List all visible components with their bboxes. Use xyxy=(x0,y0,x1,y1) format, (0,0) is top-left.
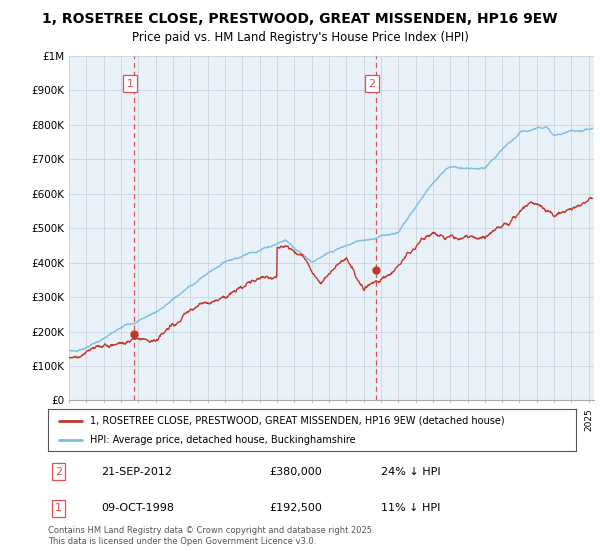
Text: Price paid vs. HM Land Registry's House Price Index (HPI): Price paid vs. HM Land Registry's House … xyxy=(131,31,469,44)
Text: 11% ↓ HPI: 11% ↓ HPI xyxy=(380,503,440,513)
Text: 1, ROSETREE CLOSE, PRESTWOOD, GREAT MISSENDEN, HP16 9EW: 1, ROSETREE CLOSE, PRESTWOOD, GREAT MISS… xyxy=(42,12,558,26)
Text: £380,000: £380,000 xyxy=(270,467,323,477)
Text: £192,500: £192,500 xyxy=(270,503,323,513)
Text: Contains HM Land Registry data © Crown copyright and database right 2025.
This d: Contains HM Land Registry data © Crown c… xyxy=(48,526,374,546)
Text: 2: 2 xyxy=(55,467,62,477)
Text: 24% ↓ HPI: 24% ↓ HPI xyxy=(380,467,440,477)
Text: 1: 1 xyxy=(55,503,62,513)
Text: 1, ROSETREE CLOSE, PRESTWOOD, GREAT MISSENDEN, HP16 9EW (detached house): 1, ROSETREE CLOSE, PRESTWOOD, GREAT MISS… xyxy=(90,416,505,426)
Text: 2: 2 xyxy=(368,78,375,88)
Text: 1: 1 xyxy=(127,78,134,88)
Text: 21-SEP-2012: 21-SEP-2012 xyxy=(101,467,172,477)
Text: 09-OCT-1998: 09-OCT-1998 xyxy=(101,503,174,513)
Text: HPI: Average price, detached house, Buckinghamshire: HPI: Average price, detached house, Buck… xyxy=(90,435,356,445)
